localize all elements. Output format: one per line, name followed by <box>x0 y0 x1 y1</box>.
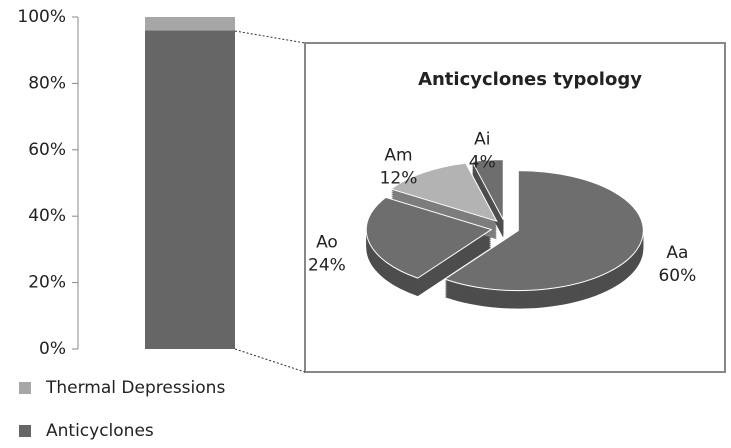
zoom-connector <box>234 348 306 373</box>
legend-label: Thermal Depressions <box>45 378 225 398</box>
pie-value-label: 24% <box>308 255 346 275</box>
pie-title: Anticyclones typology <box>418 69 642 90</box>
y-tick-label: 60% <box>28 140 66 160</box>
legend-swatch <box>19 425 31 437</box>
pie-category-label: Am <box>384 146 412 166</box>
y-tick-label: 100% <box>17 7 66 27</box>
pie-slice <box>390 162 498 223</box>
pie-category-label: Aa <box>666 243 688 263</box>
bar-segment <box>145 17 235 31</box>
y-tick-label: 0% <box>39 339 66 359</box>
pie-value-label: 12% <box>380 169 418 189</box>
y-tick-label: 40% <box>28 206 66 226</box>
y-tick-label: 80% <box>28 73 66 93</box>
pie-category-label: Ai <box>474 130 490 150</box>
pie-slice <box>365 196 493 279</box>
legend-swatch <box>19 382 31 394</box>
y-tick-label: 20% <box>28 273 66 293</box>
pie-value-label: 60% <box>658 266 696 286</box>
pie-slice <box>443 170 644 292</box>
legend-label: Anticyclones <box>46 421 154 441</box>
pie-category-label: Ao <box>316 232 338 252</box>
pie-slice <box>471 159 504 220</box>
pie-value-label: 4% <box>469 153 496 173</box>
zoom-box <box>304 42 726 373</box>
zoom-connector <box>234 30 306 44</box>
bar-segment <box>145 30 235 350</box>
